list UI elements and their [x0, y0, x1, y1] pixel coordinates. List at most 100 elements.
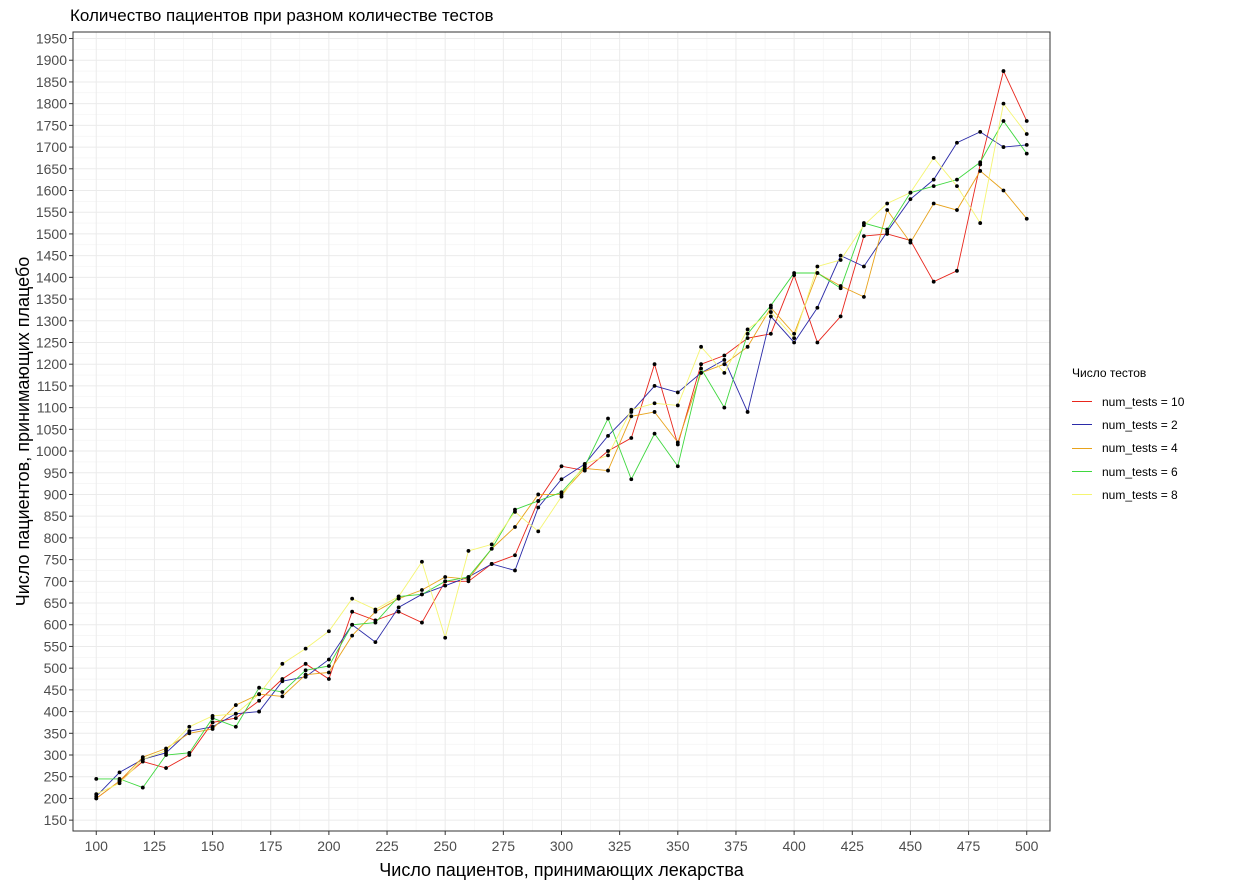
data-point — [1024, 119, 1029, 123]
data-point — [233, 716, 238, 720]
data-point — [164, 753, 168, 757]
y-tick-label: 650 — [44, 595, 68, 611]
data-point — [978, 221, 983, 225]
legend-item: num_tests = 4 — [1072, 437, 1184, 460]
data-point — [838, 253, 843, 258]
data-point — [140, 785, 145, 790]
y-tick-label: 1400 — [36, 269, 67, 285]
y-tick-label: 300 — [44, 747, 68, 763]
legend-item: num_tests = 8 — [1072, 483, 1184, 506]
data-point — [1024, 151, 1029, 156]
data-point — [117, 770, 122, 775]
data-point — [792, 271, 797, 275]
y-tick-label: 1550 — [36, 204, 67, 220]
data-point — [792, 340, 797, 345]
data-point — [489, 562, 494, 566]
data-point — [513, 568, 517, 573]
data-point — [629, 436, 634, 440]
x-tick-label: 425 — [841, 838, 865, 854]
data-point — [908, 190, 913, 195]
data-point — [1024, 143, 1029, 147]
data-point — [792, 336, 797, 341]
data-point — [489, 542, 494, 547]
data-point — [210, 727, 215, 731]
y-tick-label: 150 — [44, 812, 68, 828]
points-layer — [94, 69, 1029, 801]
y-tick-label: 1050 — [36, 421, 67, 437]
data-point — [443, 635, 448, 640]
data-point — [722, 362, 727, 367]
data-point — [675, 403, 680, 408]
data-point — [1001, 119, 1006, 123]
data-point — [931, 156, 936, 160]
data-point — [908, 197, 913, 202]
x-tick-label: 350 — [666, 838, 690, 854]
x-axis-title: Число пациентов, принимающих лекарства — [379, 860, 744, 880]
data-point — [606, 468, 610, 473]
legend-item: num_tests = 10 — [1072, 390, 1184, 413]
data-point — [257, 685, 261, 690]
data-point — [675, 440, 680, 445]
data-point — [187, 731, 192, 736]
data-point — [373, 640, 378, 645]
data-point — [536, 505, 541, 510]
data-point — [606, 416, 610, 421]
data-point — [326, 677, 331, 681]
legend-items: num_tests = 10 num_tests = 2 num_tests = 4… — [1072, 390, 1184, 506]
data-point — [1001, 188, 1006, 193]
data-point — [699, 370, 703, 375]
y-tick-label: 200 — [44, 790, 68, 806]
data-point — [978, 160, 983, 165]
y-tick-label: 950 — [44, 465, 68, 481]
data-point — [838, 258, 843, 262]
data-point — [862, 223, 866, 228]
x-tick-label: 275 — [492, 838, 516, 854]
legend-label: num_tests = 4 — [1102, 441, 1178, 456]
data-point — [536, 499, 541, 503]
data-point — [396, 605, 401, 610]
data-point — [629, 407, 634, 412]
data-point — [885, 208, 890, 212]
data-point — [931, 279, 936, 284]
data-point — [489, 546, 494, 551]
data-point — [699, 362, 703, 367]
data-point — [559, 494, 564, 499]
data-point — [838, 314, 843, 319]
data-point — [1024, 132, 1029, 136]
legend-key-line — [1072, 447, 1092, 449]
data-point — [257, 709, 261, 714]
data-point — [350, 596, 355, 601]
grid-layer — [73, 32, 1050, 831]
data-point — [373, 620, 378, 625]
data-point — [815, 271, 820, 275]
data-point — [768, 310, 773, 314]
data-point — [117, 781, 122, 786]
x-tick-label: 300 — [550, 838, 574, 854]
x-tick-label: 250 — [434, 838, 458, 854]
data-point — [420, 588, 424, 592]
data-point — [1001, 101, 1006, 106]
data-point — [559, 464, 564, 469]
y-tick-label: 1300 — [36, 313, 67, 329]
data-point — [885, 227, 890, 232]
data-point — [955, 140, 959, 145]
data-point — [513, 553, 517, 558]
data-point — [559, 477, 564, 482]
data-point — [1001, 69, 1006, 73]
data-point — [326, 664, 331, 668]
data-point — [745, 331, 750, 336]
x-tick-label: 100 — [85, 838, 109, 854]
y-tick-label: 1900 — [36, 52, 67, 68]
data-point — [722, 353, 727, 358]
data-point — [94, 792, 99, 796]
data-point — [513, 509, 517, 514]
data-point — [466, 575, 471, 579]
data-point — [420, 592, 424, 597]
data-point — [140, 757, 145, 762]
data-point — [303, 646, 308, 651]
data-point — [280, 694, 285, 699]
legend-item: num_tests = 6 — [1072, 460, 1184, 483]
data-point — [303, 661, 308, 666]
legend-title: Число тестов — [1072, 366, 1147, 380]
